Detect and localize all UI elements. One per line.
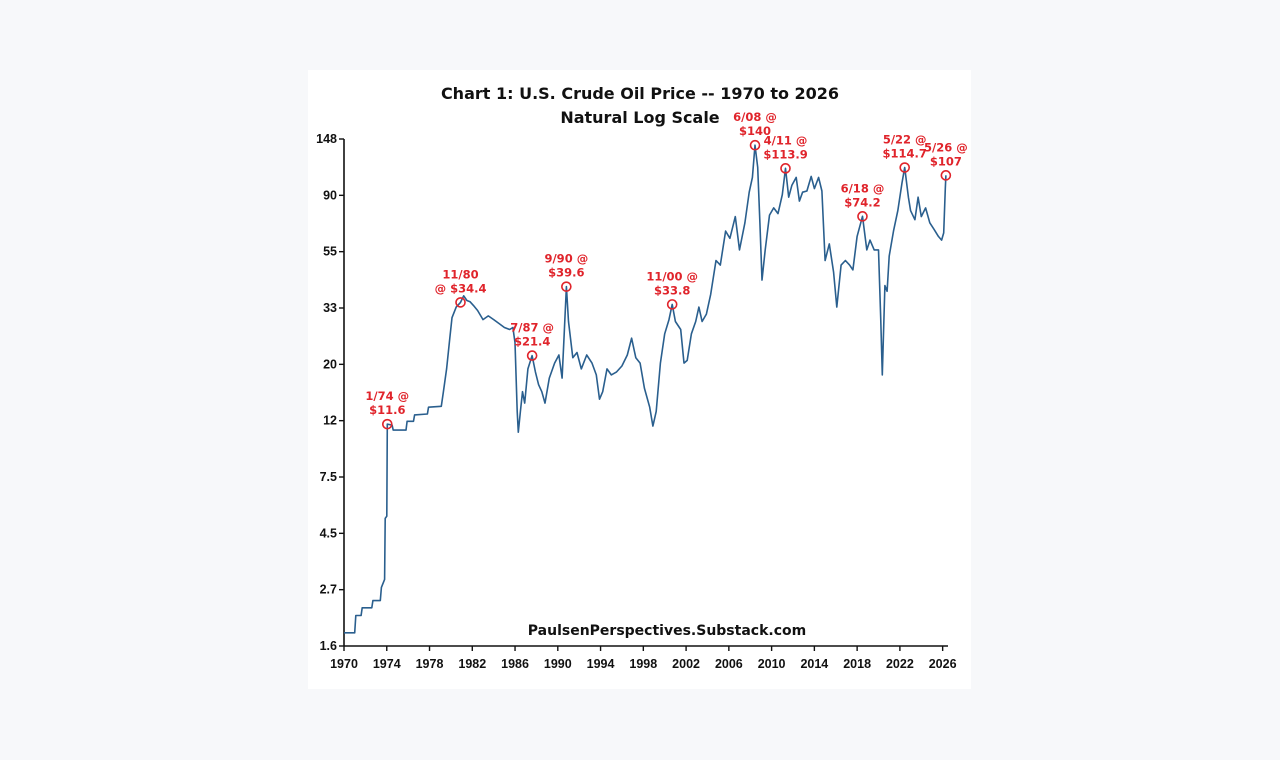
x-tick-label: 1994: [587, 657, 615, 671]
peak-label: $39.6: [548, 266, 584, 280]
peak-label: 4/11 @: [764, 133, 808, 147]
peak-label: $140: [739, 124, 771, 138]
x-tick-label: 1998: [629, 657, 657, 671]
peak-label: 11/80: [442, 267, 478, 281]
y-tick-label: 1.6: [320, 639, 337, 653]
peak-label: 6/08 @: [733, 110, 777, 124]
x-tick-label: 1982: [458, 657, 486, 671]
x-tick-label: 1986: [501, 657, 529, 671]
price-series-line: [344, 144, 947, 634]
x-tick-label: 2014: [800, 657, 828, 671]
peak-marker: [857, 211, 868, 222]
peak-label: 6/18 @: [841, 181, 885, 195]
chart-card: Chart 1: U.S. Crude Oil Price -- 1970 to…: [308, 70, 971, 689]
y-tick-label: 7.5: [320, 470, 337, 484]
peak-marker: [561, 281, 572, 292]
peak-label: $33.8: [654, 283, 690, 297]
peak-label: 11/00 @: [646, 269, 698, 283]
oil-price-chart: Chart 1: U.S. Crude Oil Price -- 1970 to…: [316, 84, 968, 671]
x-tick-label: 1974: [373, 657, 401, 671]
y-tick-label: 12: [323, 414, 337, 428]
y-tick-label: 55: [323, 245, 337, 259]
x-tick-label: 2018: [843, 657, 871, 671]
x-tick-label: 1990: [544, 657, 572, 671]
peak-label: 9/90 @: [544, 252, 588, 266]
chart-subtitle: Natural Log Scale: [560, 108, 719, 127]
x-tick-label: 2026: [929, 657, 957, 671]
source-credit: PaulsenPerspectives.Substack.com: [528, 623, 806, 639]
x-tick-label: 1970: [330, 657, 358, 671]
y-tick-label: 4.5: [320, 526, 337, 540]
y-tick-label: 33: [323, 301, 337, 315]
peak-marker: [455, 297, 466, 308]
peak-label: $74.2: [844, 195, 880, 209]
x-tick-label: 2006: [715, 657, 743, 671]
peak-marker: [940, 170, 952, 181]
peak-label: @ $34.4: [435, 281, 487, 295]
peak-label: $21.4: [514, 335, 550, 349]
x-tick-label: 2022: [886, 657, 914, 671]
x-tick-label: 2010: [758, 657, 786, 671]
chart-title: Chart 1: U.S. Crude Oil Price -- 1970 to…: [441, 84, 839, 103]
peak-label: 5/22 @: [883, 133, 927, 147]
peak-annotations: 1/74 @$11.6 11/80@ $34.4 7/87 @$21.4 9/90 @…: [365, 110, 968, 430]
peak-marker: [749, 139, 761, 151]
peak-marker: [666, 299, 678, 310]
peak-label: $114.7: [883, 147, 927, 161]
y-tick-label: 2.7: [320, 583, 337, 597]
peak-label: 5/26 @: [924, 140, 968, 154]
peak-label: $11.6: [369, 403, 405, 417]
x-tick-label: 2002: [672, 657, 700, 671]
y-tick-label: 90: [323, 188, 337, 202]
peak-marker: [780, 163, 791, 174]
peak-label: $107: [930, 154, 962, 168]
peak-marker: [526, 350, 538, 361]
peak-label: 7/87 @: [510, 321, 554, 335]
peak-marker: [899, 162, 911, 173]
axes: 148 90 55 33 20 12 7.5 4.5 2.7 1.6 1970 1974 1978 198…: [316, 132, 956, 671]
y-tick-label: 148: [316, 132, 337, 146]
y-tick-label: 20: [323, 357, 337, 371]
peak-label: $113.9: [763, 147, 807, 161]
peak-label: 1/74 @: [365, 389, 409, 403]
peak-marker: [381, 418, 393, 430]
x-tick-label: 1978: [416, 657, 444, 671]
